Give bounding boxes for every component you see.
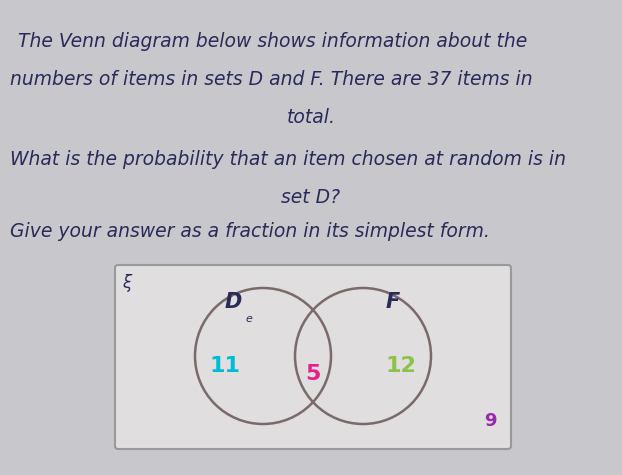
Text: F: F [386,292,400,312]
Text: What is the probability that an item chosen at random is in: What is the probability that an item cho… [10,150,566,169]
Text: set D?: set D? [281,188,341,207]
Text: D: D [225,292,242,312]
Text: e: e [246,314,253,324]
FancyBboxPatch shape [115,265,511,449]
Text: 12: 12 [386,356,417,376]
Text: total.: total. [287,108,335,127]
Text: Give your answer as a fraction in its simplest form.: Give your answer as a fraction in its si… [10,222,490,241]
Text: ξ: ξ [122,274,131,292]
Text: 11: 11 [210,356,241,376]
Text: The Venn diagram below shows information about the: The Venn diagram below shows information… [18,32,527,51]
Text: 9: 9 [484,412,496,430]
Text: 5: 5 [305,364,321,384]
Text: numbers of items in sets D and F. There are 37 items in: numbers of items in sets D and F. There … [10,70,532,89]
